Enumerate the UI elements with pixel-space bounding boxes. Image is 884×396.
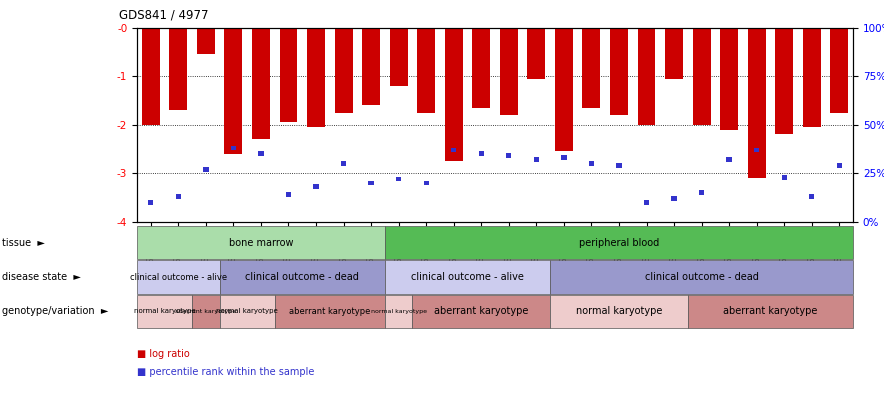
Text: ■ log ratio: ■ log ratio [137, 349, 190, 359]
Bar [534, 157, 539, 162]
Text: normal karyotype: normal karyotype [575, 307, 662, 316]
Bar [720, 28, 738, 129]
Text: peripheral blood: peripheral blood [579, 238, 659, 248]
Bar [699, 190, 705, 195]
Bar [478, 151, 484, 156]
Bar [748, 28, 766, 178]
Text: aberrant karyotype: aberrant karyotype [723, 307, 818, 316]
Bar [507, 153, 512, 158]
Bar [555, 28, 573, 151]
Text: GDS841 / 4977: GDS841 / 4977 [119, 9, 209, 22]
Text: ■ percentile rank within the sample: ■ percentile rank within the sample [137, 367, 315, 377]
Bar [693, 28, 711, 125]
Bar [836, 163, 842, 168]
Bar [472, 28, 491, 108]
Bar [141, 28, 160, 125]
Bar [231, 146, 236, 150]
Bar [279, 28, 297, 122]
Text: aberrant karyotype: aberrant karyotype [175, 309, 236, 314]
Text: disease state  ►: disease state ► [2, 272, 80, 282]
Bar [528, 28, 545, 79]
Bar [499, 28, 518, 115]
Bar [665, 28, 683, 79]
Bar [616, 163, 621, 168]
Text: clinical outcome - dead: clinical outcome - dead [246, 272, 359, 282]
Bar [754, 148, 759, 152]
Bar [149, 200, 154, 205]
Bar [313, 185, 319, 189]
Text: bone marrow: bone marrow [229, 238, 293, 248]
Bar [671, 196, 677, 201]
Bar [727, 157, 732, 162]
Text: normal karyotype: normal karyotype [217, 308, 278, 314]
Text: aberrant karyotype: aberrant karyotype [434, 307, 529, 316]
Bar [589, 161, 594, 166]
Text: aberrant karyotype: aberrant karyotype [289, 307, 370, 316]
Text: genotype/variation  ►: genotype/variation ► [2, 307, 108, 316]
Bar [610, 28, 628, 115]
Text: normal karyotype: normal karyotype [133, 308, 195, 314]
Text: clinical outcome - alive: clinical outcome - alive [130, 272, 227, 282]
Bar [170, 28, 187, 110]
Bar [637, 28, 655, 125]
Text: clinical outcome - alive: clinical outcome - alive [411, 272, 524, 282]
Bar [335, 28, 353, 112]
Bar [286, 192, 291, 197]
Bar [423, 181, 429, 185]
Bar [369, 181, 374, 185]
Text: tissue  ►: tissue ► [2, 238, 45, 248]
Bar [451, 148, 456, 152]
Bar [225, 28, 242, 154]
Text: normal karyotype: normal karyotype [370, 309, 427, 314]
Bar [203, 167, 209, 172]
Bar [775, 28, 793, 134]
Bar [561, 155, 567, 160]
Bar [341, 161, 347, 166]
Bar [307, 28, 325, 127]
Bar [390, 28, 408, 86]
Bar [258, 151, 263, 156]
Text: clinical outcome - dead: clinical outcome - dead [644, 272, 758, 282]
Bar [197, 28, 215, 54]
Bar [362, 28, 380, 105]
Bar [583, 28, 600, 108]
Bar [644, 200, 649, 205]
Bar [830, 28, 849, 112]
Bar [176, 194, 181, 199]
Bar [781, 175, 787, 179]
Bar [803, 28, 820, 127]
Bar [396, 177, 401, 181]
Bar [809, 194, 814, 199]
Bar [417, 28, 435, 112]
Bar [445, 28, 462, 161]
Bar [252, 28, 270, 139]
